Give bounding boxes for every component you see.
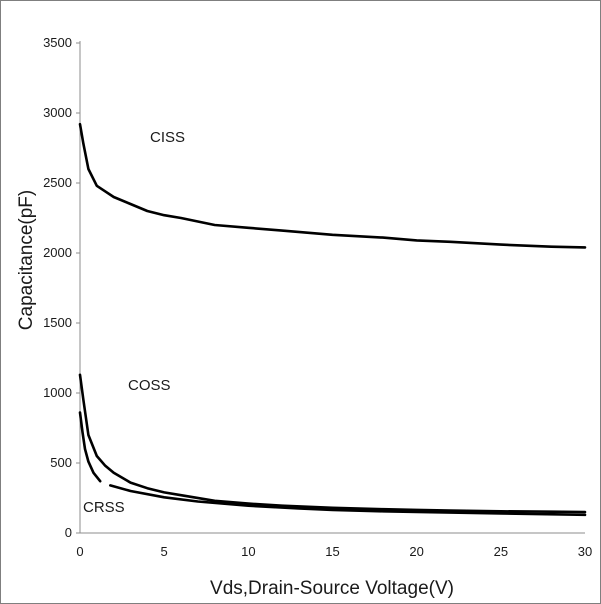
- y-tick-label: 3500: [43, 35, 72, 50]
- x-tick-label: 5: [161, 544, 168, 559]
- ciss-label: CISS: [150, 129, 185, 146]
- y-axis-ticks: 0 500 1000 1500 2000 2500 3000 3500: [43, 35, 80, 540]
- x-tick-label: 20: [409, 544, 423, 559]
- y-tick-label: 2500: [43, 175, 72, 190]
- y-axis-title: Capacitance(pF): [16, 190, 37, 330]
- y-tick-label: 2000: [43, 245, 72, 260]
- crss-line: [78, 411, 102, 483]
- series-labels: CISS COSS CRSS: [83, 129, 185, 516]
- y-tick-label: 0: [65, 525, 72, 540]
- y-tick-label: 1000: [43, 385, 72, 400]
- crss-label: CRSS: [83, 499, 125, 516]
- x-axis-ticks: 0 5 10 15 20 25 30: [76, 544, 592, 559]
- x-tick-label: 30: [578, 544, 592, 559]
- y-tick-label: 1500: [43, 315, 72, 330]
- y-tick-label: 3000: [43, 105, 72, 120]
- coss-label: COSS: [128, 377, 171, 394]
- x-axis-title: Vds,Drain-Source Voltage(V): [210, 578, 454, 599]
- coss-line: [78, 373, 587, 514]
- y-tick-label: 500: [50, 455, 72, 470]
- unlabeled-series-line: [109, 484, 587, 517]
- axes: [79, 41, 585, 534]
- x-tick-label: 25: [494, 544, 508, 559]
- x-tick-label: 10: [241, 544, 255, 559]
- x-tick-label: 15: [325, 544, 339, 559]
- series-lines: [78, 122, 587, 517]
- ciss-line: [78, 122, 587, 249]
- x-tick-label: 0: [76, 544, 83, 559]
